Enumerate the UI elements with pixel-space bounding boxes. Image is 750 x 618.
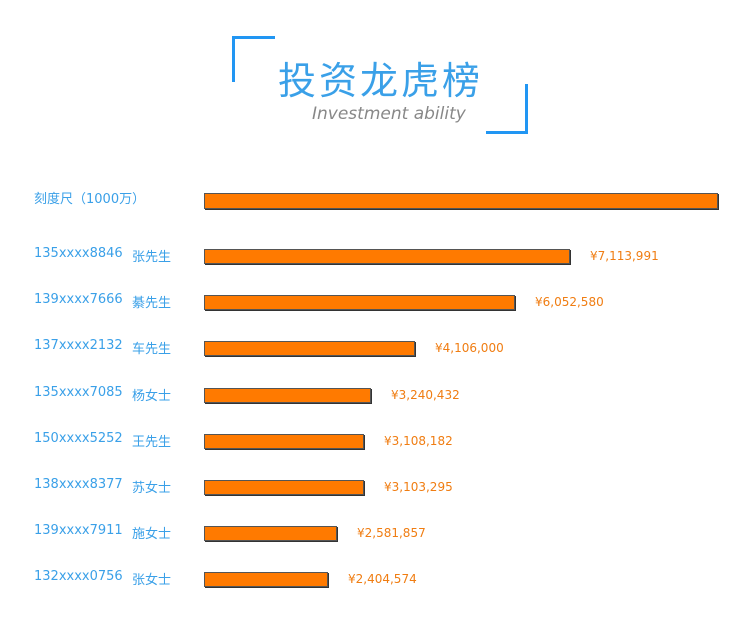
row-name: 张先生 xyxy=(132,250,172,265)
page-subtitle: Investment ability xyxy=(312,104,466,124)
ranking-bar xyxy=(204,388,371,403)
row-phone: 137xxxx2132 xyxy=(34,338,123,353)
row-name: 苏女士 xyxy=(132,481,172,496)
ranking-bar xyxy=(204,341,415,356)
row-phone: 150xxxx5252 xyxy=(34,431,123,446)
bar-value-label: ¥4,106,000 xyxy=(435,341,504,355)
ranking-bar xyxy=(204,295,515,310)
bar-value-label: ¥3,103,295 xyxy=(384,480,453,494)
row-name: 王先生 xyxy=(132,435,172,450)
row-name: 车先生 xyxy=(132,342,172,357)
title-bracket-bottom-right xyxy=(486,84,528,134)
row-name: 张女士 xyxy=(132,573,172,588)
row-phone: 138xxxx8377 xyxy=(34,477,123,492)
bar-value-label: ¥2,404,574 xyxy=(348,572,417,586)
bar-value-label: ¥6,052,580 xyxy=(535,295,604,309)
ranking-bar xyxy=(204,249,570,264)
bar-value-label: ¥2,581,857 xyxy=(357,526,426,540)
ranking-bar xyxy=(204,572,328,587)
row-name: 綦先生 xyxy=(132,296,172,311)
bar-value-label: ¥3,240,432 xyxy=(391,388,460,402)
row-phone: 139xxxx7911 xyxy=(34,523,123,538)
scale-bar xyxy=(204,193,718,209)
row-phone: 139xxxx7666 xyxy=(34,292,123,307)
ranking-bar xyxy=(204,434,364,449)
row-name: 杨女士 xyxy=(132,389,172,404)
bar-value-label: ¥7,113,991 xyxy=(590,249,659,263)
row-phone: 135xxxx7085 xyxy=(34,385,123,400)
ranking-bar xyxy=(204,480,364,495)
page-title: 投资龙虎榜 xyxy=(278,59,484,103)
row-name: 施女士 xyxy=(132,527,172,542)
row-phone: 135xxxx8846 xyxy=(34,246,123,261)
row-phone: 132xxxx0756 xyxy=(34,569,123,584)
ranking-bar xyxy=(204,526,337,541)
scale-label: 刻度尺（1000万） xyxy=(34,192,146,207)
bar-value-label: ¥3,108,182 xyxy=(384,434,453,448)
title-bracket-top-left xyxy=(232,36,275,82)
